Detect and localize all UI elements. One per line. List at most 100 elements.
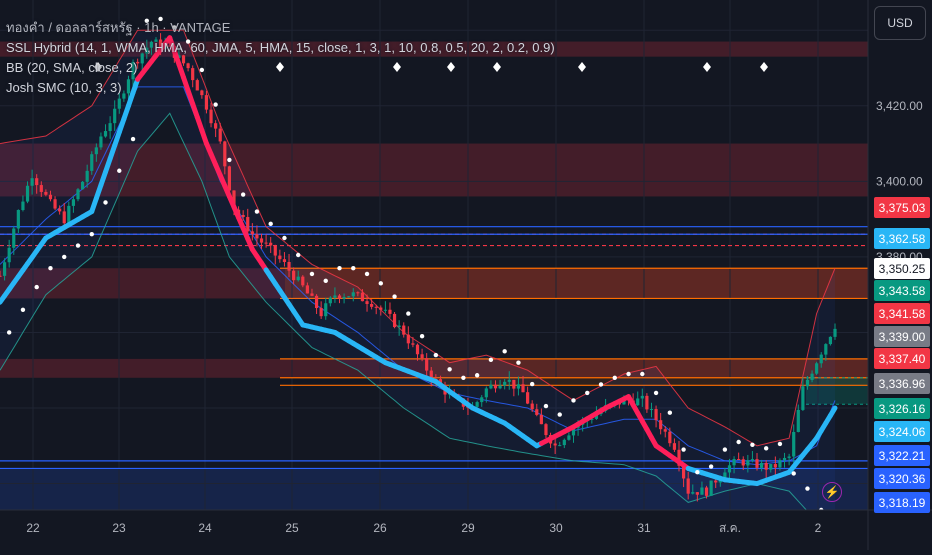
x-tick-label: 29 [461,521,475,535]
candle-body [714,480,718,483]
x-tick-label: 2 [815,521,822,535]
order-block-zone [285,268,868,299]
x-tick-label: 30 [549,521,563,535]
price-label-text: 3,350.25 [879,262,926,276]
price-label-tag [874,303,930,324]
candle-body [296,276,300,281]
trend-dot [502,349,507,354]
candle-body [516,384,521,389]
candle-body [94,147,98,155]
trend-dot [585,390,590,396]
candle-body [292,270,296,281]
candle-body [246,217,250,232]
candle-body [140,53,144,64]
candle-body [250,231,254,235]
candle-body [732,458,736,466]
candle-body [805,379,810,387]
supply-zone [0,143,868,197]
candle-body [741,459,745,466]
candle-body [39,185,43,192]
candle-body [429,370,433,379]
candle-body [590,418,594,420]
candle-body [310,293,314,296]
x-tick-label: 31 [637,521,651,535]
candle-body [356,292,360,294]
trend-dot [461,375,466,380]
trend-dot [48,266,53,271]
candle-body [553,443,557,446]
trend-dot [158,16,163,22]
candle-body [709,480,713,496]
candle-body [562,439,566,446]
trend-dot [667,410,673,415]
trend-dot [626,371,631,377]
trend-dot [323,278,328,284]
trend-dot [447,367,452,372]
trend-dot [6,330,12,335]
candle-body [149,41,154,48]
price-label-text: 3,336.96 [879,377,926,391]
candle-body [319,308,323,317]
x-tick-label: 26 [373,521,387,535]
price-label-tag [874,445,930,466]
candle-body [278,255,282,260]
supply-zone [0,41,868,57]
lightning-icon[interactable]: ⚡ [822,482,842,502]
trend-dot [351,266,356,271]
candle-body [374,306,378,308]
candle-body [695,492,699,495]
candle-body [571,427,576,436]
candle-body [30,178,34,186]
trend-dot [805,486,810,491]
candle-body [544,424,548,436]
price-label-text: 3,324.06 [879,425,926,439]
currency-button[interactable]: USD [874,6,926,40]
candle-body [737,458,741,460]
candle-body [7,247,11,263]
diamond-marker [276,62,284,72]
trend-dot [337,266,342,271]
price-label-tag [874,258,930,279]
candle-body [659,420,663,430]
zones-layer [0,41,868,510]
candle-body [85,170,89,182]
diamond-marker [393,62,401,72]
trend-dot [791,471,796,476]
candle-body [746,460,750,466]
candle-body [21,201,25,211]
candle-body [801,386,805,410]
candle-body [833,328,837,337]
candle-body [397,325,401,328]
diamond-marker [578,62,586,72]
candle-body [704,487,709,496]
indicator-bb[interactable]: BB (20, SMA, close, 2) [6,60,138,75]
candle-body [99,136,103,148]
diamond-marker [447,62,455,72]
trend-dot [598,382,604,387]
indicator-josh-smc[interactable]: Josh SMC (10, 3, 3) [6,80,122,95]
symbol-title[interactable]: ทองคำ / ดอลลาร์สหรัฐ · 1h · VANTAGE [6,20,231,35]
candle-body [370,303,374,307]
candle-body [360,292,365,302]
candle-body [787,456,791,458]
order-block-zone [430,358,868,386]
candle-body [108,123,112,132]
candle-body [71,199,76,206]
trend-dot [640,371,645,377]
trend-dot [20,307,26,312]
candle-body [379,307,383,310]
candle-body [259,238,264,243]
candle-body [351,292,355,297]
candle-body [53,199,57,209]
bb-upper-line [0,29,836,447]
candle-body [204,95,209,110]
candle-body [535,409,539,415]
candle-body [223,141,227,167]
indicator-ssl-hybrid[interactable]: SSL Hybrid (14, 1, WMA, HMA, 60, JMA, 5,… [6,40,555,55]
candle-body [214,123,218,129]
candle-body [750,459,755,461]
candle-body [301,276,305,286]
candle-body [347,296,351,298]
